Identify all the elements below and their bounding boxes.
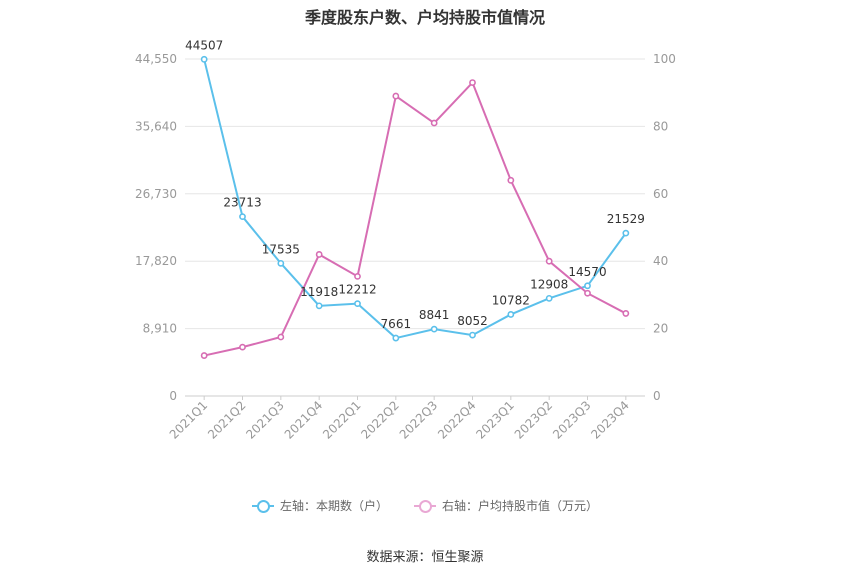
avg-value-point [430, 119, 438, 127]
households-point [315, 302, 323, 310]
households-point [354, 300, 361, 308]
avg-value-point [392, 92, 400, 100]
avg-value-point [545, 257, 553, 265]
households-point [469, 331, 476, 339]
x-axis-tick-label: 2023Q3 [550, 398, 594, 442]
right-axis-tick-label: 20 [653, 322, 668, 336]
x-axis-tick-label: 2022Q1 [320, 398, 364, 442]
avg-value-point [469, 79, 476, 86]
data-labels: 44507 23713 17535 11918 12212 7661 8841 8052 107… [185, 38, 645, 331]
left-axis-tick-label: 44,550 [135, 52, 177, 66]
households-data-label: 21529 [607, 212, 645, 226]
households-point [430, 325, 438, 333]
households-point [622, 229, 630, 237]
households-data-label: 12212 [338, 283, 376, 297]
households-point [507, 311, 515, 318]
left-axis-tick-label: 8,910 [143, 322, 177, 336]
households-data-label: 11918 [300, 285, 338, 299]
households-point [392, 334, 400, 342]
grid-lines [185, 58, 645, 397]
avg-value-point [315, 251, 323, 258]
series-lines [203, 59, 627, 357]
x-axis-tick-label: 2023Q4 [588, 398, 632, 442]
legend: 左轴：本期数（户） 右轴：户均持股市值（万元） [0, 497, 850, 514]
avg-value-point [507, 176, 515, 184]
households-data-label: 12908 [530, 277, 568, 291]
left-axis-tick-label: 0 [169, 389, 177, 403]
avg-value-point [622, 310, 630, 317]
households-data-label: 44507 [185, 38, 223, 52]
legend-label-households: 左轴：本期数（户） [279, 499, 388, 513]
legend-swatch-avg-value [414, 499, 436, 513]
series-points [200, 55, 630, 359]
x-axis-tick-label: 2021Q2 [205, 398, 249, 442]
right-axis-tick-label: 0 [653, 389, 661, 403]
households-data-label: 8841 [419, 308, 450, 322]
left-axis-tick-label: 35,640 [135, 119, 177, 133]
legend-item-avg-value[interactable]: 右轴：户均持股市值（万元） [414, 497, 598, 514]
households-data-label: 8052 [457, 314, 488, 328]
households-data-label: 17535 [262, 242, 300, 256]
avg-value-line [203, 80, 627, 357]
avg-value-point [354, 272, 361, 280]
x-axis-tick-label: 2021Q4 [282, 398, 326, 442]
avg-value-point [200, 352, 208, 359]
avg-value-point [239, 343, 246, 351]
source-note: 数据来源：恒生聚源 [366, 550, 484, 565]
left-axis-tick-label: 17,820 [135, 254, 177, 268]
legend-swatch-households [251, 499, 274, 513]
households-point [584, 282, 591, 290]
right-axis-tick-label: 100 [653, 52, 676, 66]
chart-title: 季度股东户数、户均持股市值情况 [304, 8, 545, 27]
avg-value-point [277, 333, 285, 341]
x-axis-tick-label: 2022Q2 [358, 398, 402, 442]
left-axis-tick-label: 26,730 [135, 187, 177, 201]
right-axis-tick-label: 40 [653, 254, 668, 268]
x-axis-tick-label: 2021Q3 [243, 398, 287, 442]
households-line [203, 59, 627, 340]
households-point [545, 294, 553, 302]
left-axis-ticks: 0 8,910 17,820 26,730 35,640 44,550 [135, 52, 177, 403]
avg-value-point [584, 289, 591, 297]
legend-item-households[interactable]: 左轴：本期数（户） [251, 497, 388, 514]
x-axis-ticks: 2021Q12021Q22021Q32021Q42022Q12022Q22022… [167, 396, 632, 442]
households-point [277, 259, 285, 267]
x-axis-tick-label: 2022Q4 [435, 398, 479, 442]
households-data-label: 23713 [223, 196, 261, 210]
x-axis-tick-label: 2023Q1 [473, 398, 517, 442]
x-axis-tick-label: 2021Q1 [167, 398, 211, 442]
right-axis-ticks: 0 20 40 60 80 100 [653, 52, 676, 403]
households-point [200, 55, 208, 63]
right-axis-tick-label: 60 [653, 187, 668, 201]
x-axis-tick-label: 2023Q2 [512, 398, 556, 442]
households-data-label: 10782 [492, 293, 530, 307]
legend-label-avg-value: 右轴：户均持股市值（万元） [442, 499, 599, 513]
x-axis-tick-label: 2022Q3 [397, 398, 441, 442]
right-axis-tick-label: 80 [653, 119, 668, 133]
households-data-label: 7661 [381, 317, 412, 331]
households-point [239, 213, 246, 221]
households-data-label: 14570 [568, 265, 606, 279]
